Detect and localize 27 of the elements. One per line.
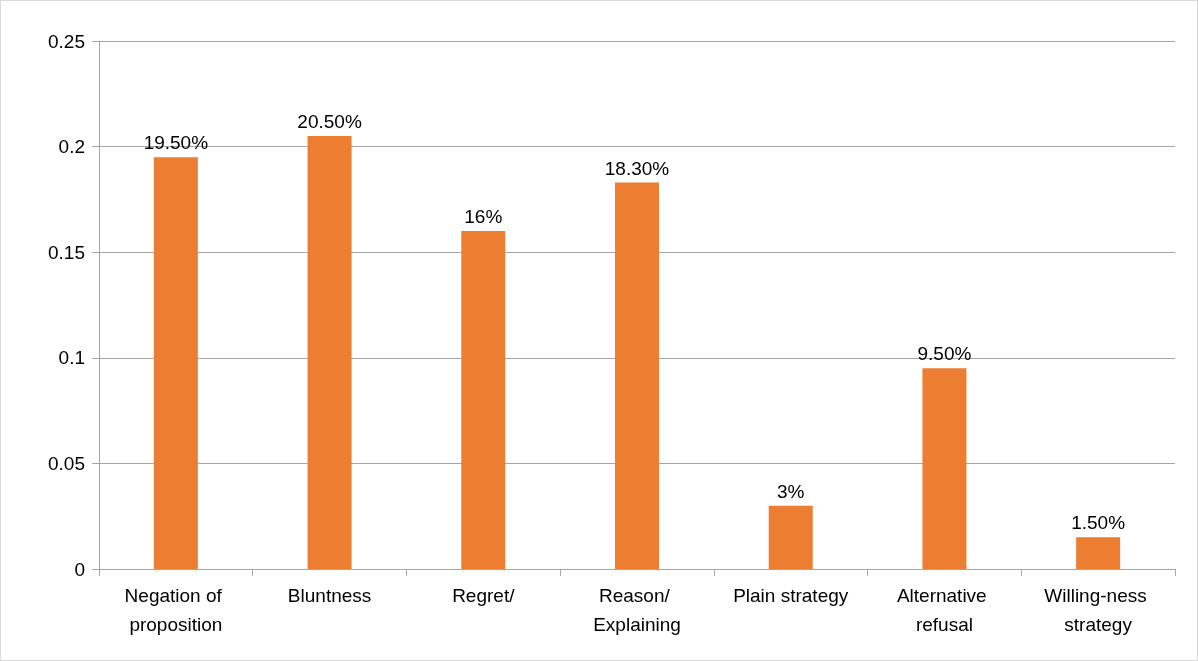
bar bbox=[307, 136, 352, 569]
data-label: 3% bbox=[776, 480, 805, 502]
bar bbox=[922, 368, 967, 569]
x-tick-label: Regret/ bbox=[452, 585, 516, 606]
data-label: 18.30% bbox=[604, 157, 670, 179]
y-tick-label: 0 bbox=[74, 558, 85, 580]
data-label: 19.50% bbox=[143, 132, 209, 154]
bar bbox=[153, 157, 198, 569]
y-tick-label: 0.05 bbox=[48, 452, 85, 474]
x-tick-label: Willing-ness strategy bbox=[1044, 585, 1152, 635]
bar bbox=[768, 505, 813, 569]
x-tick-label: Bluntness bbox=[287, 585, 372, 606]
data-label: 1.50% bbox=[1071, 512, 1126, 534]
bar bbox=[1076, 537, 1121, 569]
x-tick-label: Alternative refusal bbox=[896, 585, 992, 635]
y-tick-label: 0.15 bbox=[48, 241, 85, 263]
bar bbox=[461, 231, 506, 569]
bar bbox=[615, 182, 659, 569]
y-tick-label: 0.1 bbox=[58, 347, 85, 369]
x-tick-label: Negation of proposition bbox=[124, 585, 228, 635]
y-tick-label: 0.25 bbox=[48, 30, 85, 52]
data-label: 20.50% bbox=[297, 111, 362, 133]
data-label: 16% bbox=[464, 206, 503, 228]
y-tick-label: 0.2 bbox=[58, 136, 85, 158]
x-tick-label: Reason/ Explaining bbox=[593, 585, 681, 635]
data-label: 9.50% bbox=[917, 343, 972, 365]
x-tick-label: Plain strategy bbox=[733, 585, 849, 606]
